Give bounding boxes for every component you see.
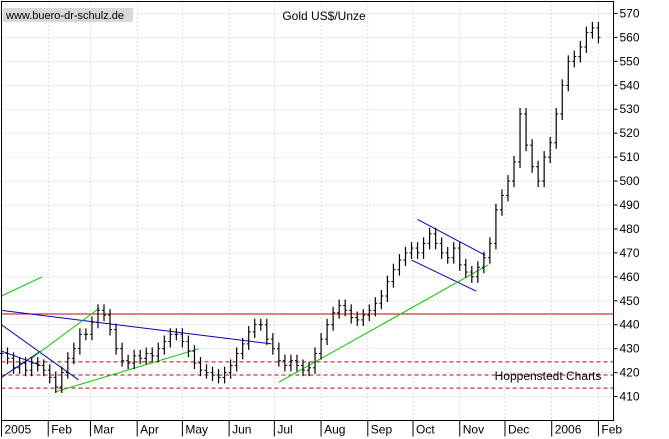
x-tick-label: Jun bbox=[232, 423, 251, 437]
source-label: Hoppenstedt Charts bbox=[495, 369, 602, 383]
x-tick-label: Feb bbox=[601, 423, 622, 437]
price-bars bbox=[0, 21, 601, 393]
y-tick-label: 470 bbox=[620, 246, 640, 260]
x-tick-label: Nov bbox=[463, 423, 484, 437]
trendline-blue bbox=[417, 218, 486, 256]
y-tick-label: 530 bbox=[620, 102, 640, 116]
trendline-blue bbox=[411, 259, 477, 292]
trendline-green bbox=[31, 307, 100, 359]
x-tick-label: Oct bbox=[416, 423, 435, 437]
y-tick-label: 520 bbox=[620, 126, 640, 140]
y-tick-label: 450 bbox=[620, 294, 640, 308]
chart-title: Gold US$/Unze bbox=[282, 9, 366, 23]
y-tick-label: 440 bbox=[620, 318, 640, 332]
y-tick-label: 570 bbox=[620, 6, 640, 20]
x-axis-ticks: 2005 Feb Mar Apr May Jun Jul Aug Sep Oct Nov Dec 200… bbox=[1, 420, 622, 437]
x-tick-label: 2005 bbox=[5, 423, 32, 437]
x-tick-label: Dec bbox=[508, 423, 529, 437]
y-tick-label: 540 bbox=[620, 78, 640, 92]
x-tick-label: Aug bbox=[324, 423, 345, 437]
trendline-green bbox=[55, 348, 200, 393]
x-tick-label: Apr bbox=[140, 423, 159, 437]
y-tick-label: 500 bbox=[620, 174, 640, 188]
y-axis-ticks: 410 420 430 440 450 460 470 480 490 500 510 520 530 5… bbox=[613, 6, 640, 404]
y-tick-label: 490 bbox=[620, 198, 640, 212]
watermark-box bbox=[3, 8, 133, 22]
y-tick-label: 410 bbox=[620, 390, 640, 404]
x-tick-label: May bbox=[185, 423, 208, 437]
y-tick-label: 460 bbox=[620, 270, 640, 284]
trendline-green bbox=[1, 276, 43, 297]
x-tick-label: 2006 bbox=[555, 423, 582, 437]
trendline-blue bbox=[1, 350, 41, 378]
y-tick-label: 510 bbox=[620, 150, 640, 164]
trendline-green bbox=[278, 264, 489, 383]
x-tick-label: Feb bbox=[51, 423, 72, 437]
plot-frame bbox=[1, 1, 614, 421]
y-tick-label: 420 bbox=[620, 366, 640, 380]
y-tick-label: 560 bbox=[620, 30, 640, 44]
y-tick-label: 550 bbox=[620, 54, 640, 68]
trendline-blue bbox=[1, 309, 272, 345]
watermark-text: www.buero-dr-schulz.de bbox=[5, 10, 124, 22]
y-tick-label: 480 bbox=[620, 222, 640, 236]
x-tick-label: Jul bbox=[277, 423, 292, 437]
y-tick-label: 430 bbox=[620, 342, 640, 356]
trendlines bbox=[1, 218, 489, 393]
x-tick-label: Mar bbox=[93, 423, 114, 437]
x-tick-label: Sep bbox=[371, 423, 393, 437]
